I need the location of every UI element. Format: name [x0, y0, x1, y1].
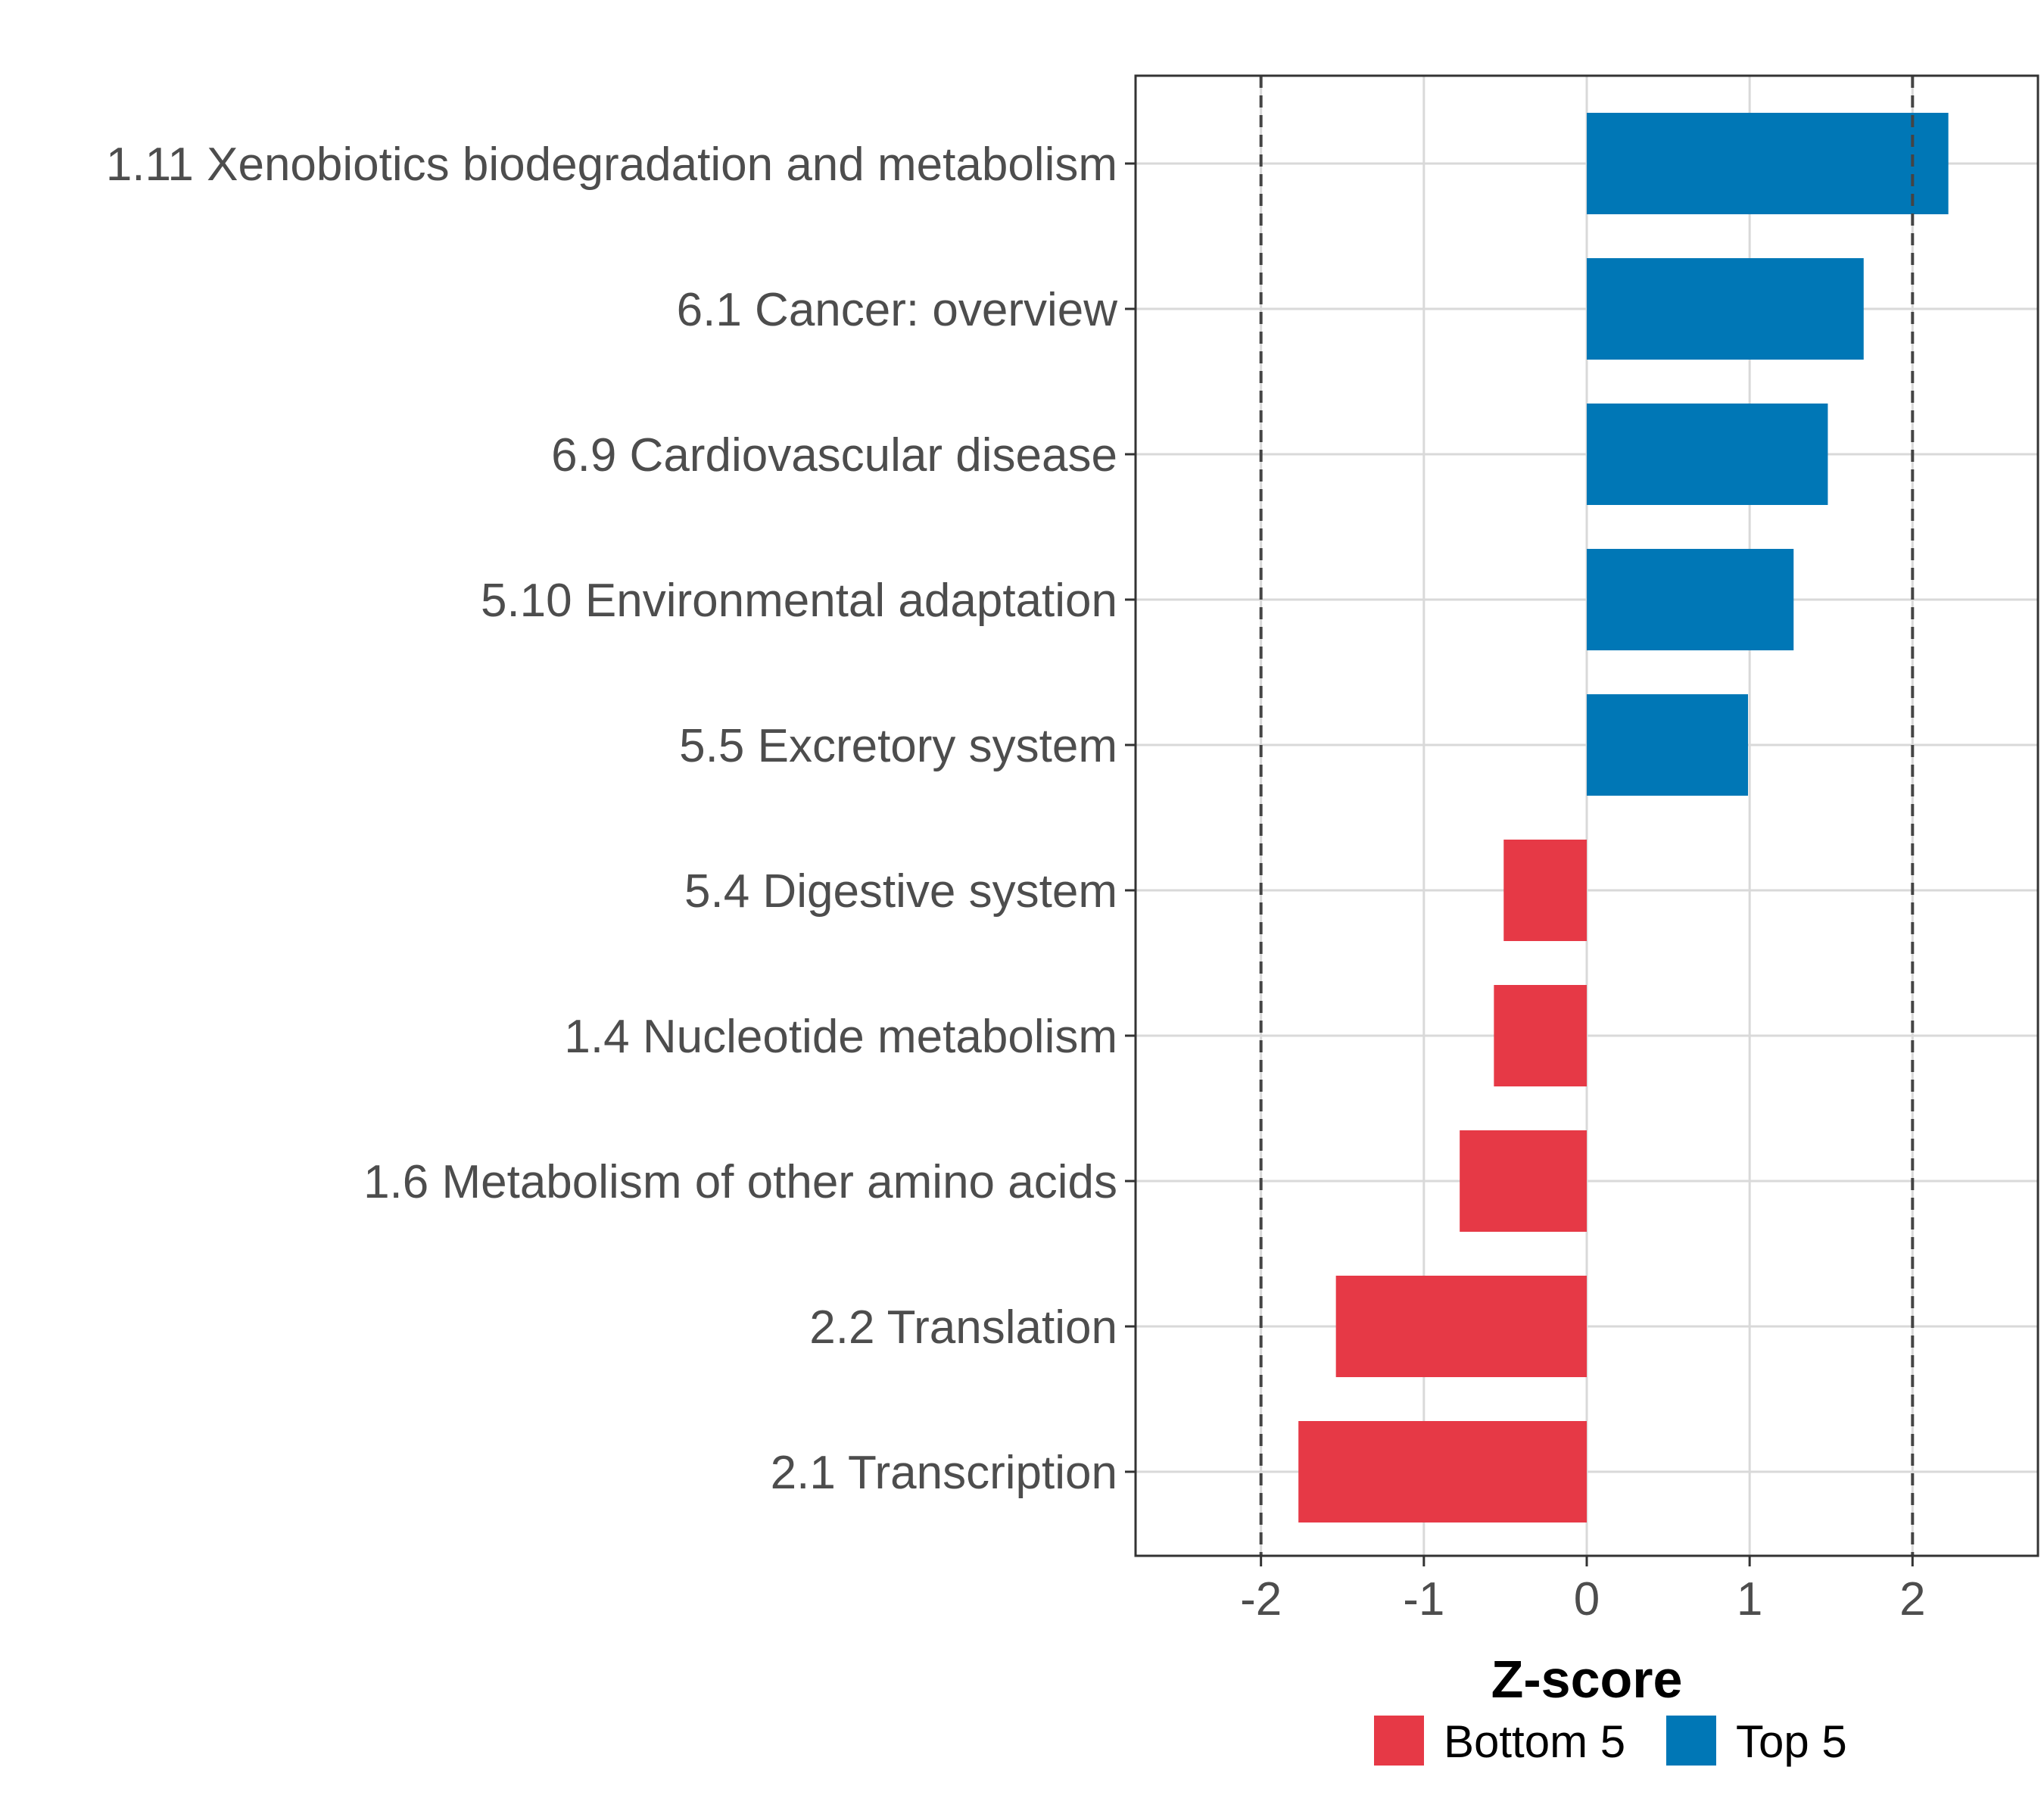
- y-tick-label: 2.1 Transcription: [771, 1447, 1117, 1499]
- bar-6-9-cardiovascular-disease: [1587, 404, 1828, 505]
- bar-1-6-metabolism-of-other-amino-acids: [1460, 1130, 1587, 1232]
- legend-swatch-bottom-5: [1374, 1716, 1424, 1766]
- y-axis: 1.11 Xenobiotics biodegradation and meta…: [106, 139, 1136, 1499]
- bar-2-2-translation: [1335, 1276, 1587, 1377]
- legend-label: Bottom 5: [1444, 1716, 1625, 1767]
- y-tick-label: 6.1 Cancer: overview: [677, 284, 1118, 336]
- y-tick-label: 1.6 Metabolism of other amino acids: [363, 1156, 1117, 1208]
- reference-lines: [1259, 76, 1915, 1556]
- y-tick-label: 1.4 Nucleotide metabolism: [564, 1011, 1117, 1063]
- x-tick-label: 0: [1574, 1573, 1600, 1625]
- y-tick-label: 5.10 Environmental adaptation: [481, 575, 1117, 627]
- bars: [1298, 113, 1949, 1522]
- legend-swatch-top-5: [1666, 1716, 1716, 1766]
- y-tick-label: 1.11 Xenobiotics biodegradation and meta…: [106, 139, 1117, 191]
- y-tick-label: 6.9 Cardiovascular disease: [551, 429, 1117, 482]
- x-axis: -2 -1 0 1 2: [1240, 1556, 1926, 1625]
- x-tick-label: -2: [1240, 1573, 1282, 1625]
- bar-6-1-cancer-overview: [1587, 258, 1864, 360]
- x-tick-label: 1: [1737, 1573, 1762, 1625]
- bar-5-5-excretory-system: [1587, 694, 1749, 796]
- legend: Bottom 5 Top 5: [1374, 1716, 1847, 1767]
- bar-1-11-xenobiotics-biodegradation-and-metabolism: [1587, 113, 1949, 214]
- y-tick-label: 2.2 Translation: [809, 1301, 1117, 1354]
- x-tick-label: -1: [1403, 1573, 1444, 1625]
- y-tick-label: 5.5 Excretory system: [679, 720, 1117, 772]
- legend-label: Top 5: [1736, 1716, 1847, 1767]
- y-tick-label: 5.4 Digestive system: [684, 865, 1117, 918]
- x-axis-title: Z-score: [1491, 1650, 1683, 1709]
- bar-1-4-nucleotide-metabolism: [1494, 985, 1587, 1086]
- x-tick-label: 2: [1899, 1573, 1925, 1625]
- bar-2-1-transcription: [1298, 1421, 1587, 1522]
- bar-5-10-environmental-adaptation: [1587, 549, 1794, 650]
- bar-5-4-digestive-system: [1503, 840, 1587, 941]
